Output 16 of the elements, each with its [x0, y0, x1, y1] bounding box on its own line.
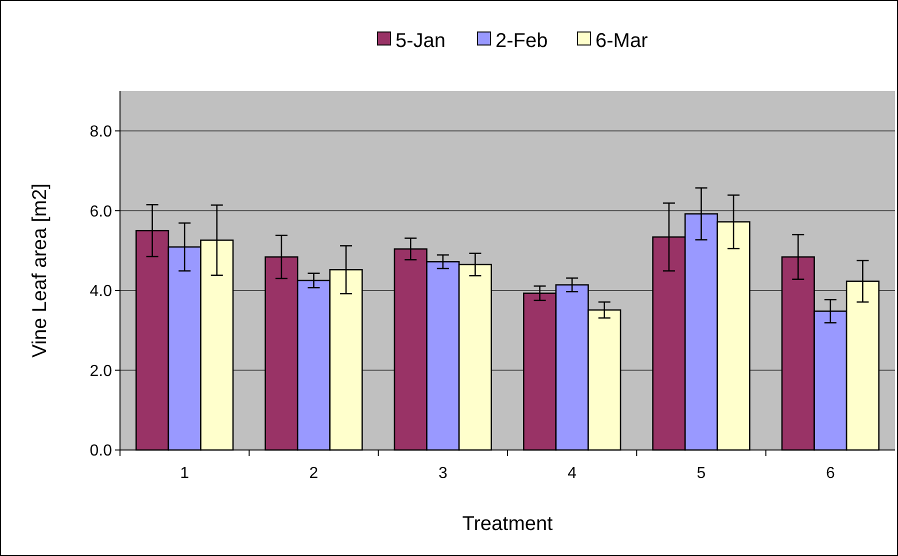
legend-label: 6-Mar: [596, 30, 648, 52]
y-tick-label: 6.0: [90, 203, 112, 220]
x-tick-label: 1: [180, 465, 190, 482]
x-tick-label: 4: [568, 465, 577, 482]
y-axis-title: Vine Leaf area [m2]: [29, 183, 51, 358]
x-axis-title: Treatment: [462, 513, 554, 535]
y-tick-label: 2.0: [90, 362, 112, 380]
y-tick-label: 4.0: [90, 283, 112, 300]
y-tick-label: 8.0: [90, 123, 112, 140]
legend-label: 5-Jan: [396, 30, 446, 52]
legend-label: 2-Feb: [496, 30, 548, 52]
x-tick-label: 6: [826, 465, 835, 482]
x-tick-label: 5: [696, 465, 706, 482]
y-tick-label: 0.0: [90, 442, 112, 460]
x-tick-label: 2: [309, 465, 318, 482]
x-tick-label: 3: [438, 465, 448, 482]
